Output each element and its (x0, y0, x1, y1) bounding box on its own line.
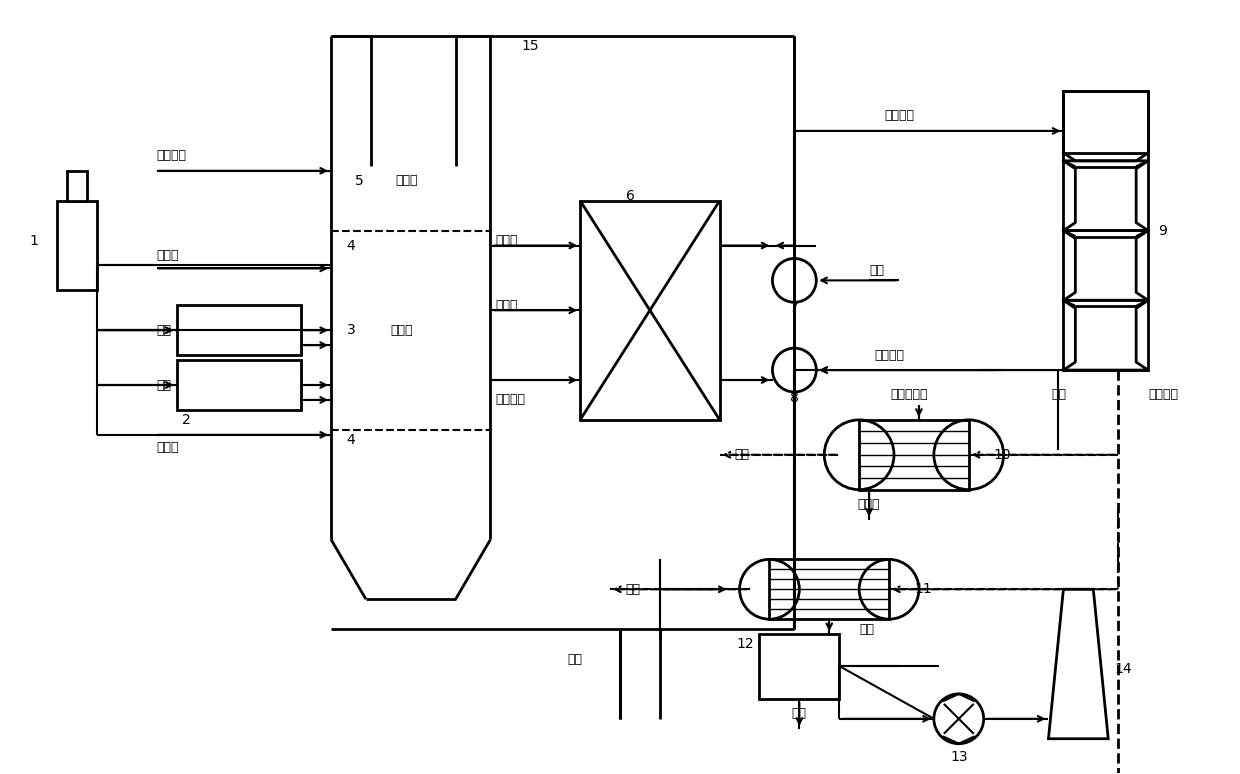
Text: 冷凝水: 冷凝水 (858, 498, 880, 511)
Text: 15: 15 (522, 39, 539, 53)
Text: 二次风: 二次风 (156, 441, 179, 454)
Text: 9: 9 (1158, 224, 1168, 238)
Bar (580, 200, 719, 420)
Text: 二次风: 二次风 (496, 299, 518, 312)
Text: 二次风: 二次风 (156, 249, 179, 262)
Text: 5: 5 (355, 173, 363, 188)
Text: 半焦: 半焦 (156, 324, 171, 337)
Text: 6: 6 (625, 189, 635, 203)
Bar (859, 420, 968, 490)
Text: 烟气: 烟气 (859, 622, 874, 635)
Polygon shape (1049, 589, 1109, 738)
Text: 燃尽区: 燃尽区 (396, 174, 418, 187)
Text: 汽轮机排汽: 汽轮机排汽 (890, 389, 928, 402)
Text: 1: 1 (30, 234, 38, 248)
Text: 7: 7 (790, 301, 799, 315)
Text: 富氧空气: 富氧空气 (156, 149, 187, 163)
Text: 烟气: 烟气 (568, 652, 583, 666)
Text: 4: 4 (347, 433, 356, 447)
Text: 3: 3 (347, 324, 356, 337)
Text: 富氧空气: 富氧空气 (874, 348, 904, 361)
Text: 一次风: 一次风 (496, 234, 518, 247)
Bar (57, 200, 97, 290)
Bar (176, 360, 301, 410)
Text: 11: 11 (914, 582, 931, 596)
Text: 氢气: 氢气 (625, 583, 640, 596)
Text: 氮气: 氮气 (734, 448, 749, 461)
Text: 液氮: 液氮 (1052, 389, 1066, 402)
Text: 烟煤: 烟煤 (156, 378, 171, 392)
Text: 8: 8 (790, 391, 799, 405)
Bar (67, 171, 87, 200)
Text: 高纯液氮: 高纯液氮 (1148, 389, 1178, 402)
Text: 空气: 空气 (869, 264, 884, 277)
Text: 14: 14 (1115, 662, 1132, 676)
Text: 4: 4 (347, 238, 356, 252)
Text: 水分: 水分 (792, 707, 807, 721)
Text: 部分烟气: 部分烟气 (884, 109, 914, 122)
Text: 主燃区: 主燃区 (391, 324, 413, 337)
Bar (1064, 91, 1148, 370)
Bar (770, 560, 889, 619)
Text: 2: 2 (182, 413, 191, 427)
Text: 富氧空气: 富氧空气 (496, 393, 526, 406)
Bar (176, 305, 301, 355)
Text: 10: 10 (993, 447, 1012, 462)
Text: 12: 12 (737, 637, 754, 651)
Text: 13: 13 (950, 750, 967, 764)
Bar (759, 634, 839, 699)
